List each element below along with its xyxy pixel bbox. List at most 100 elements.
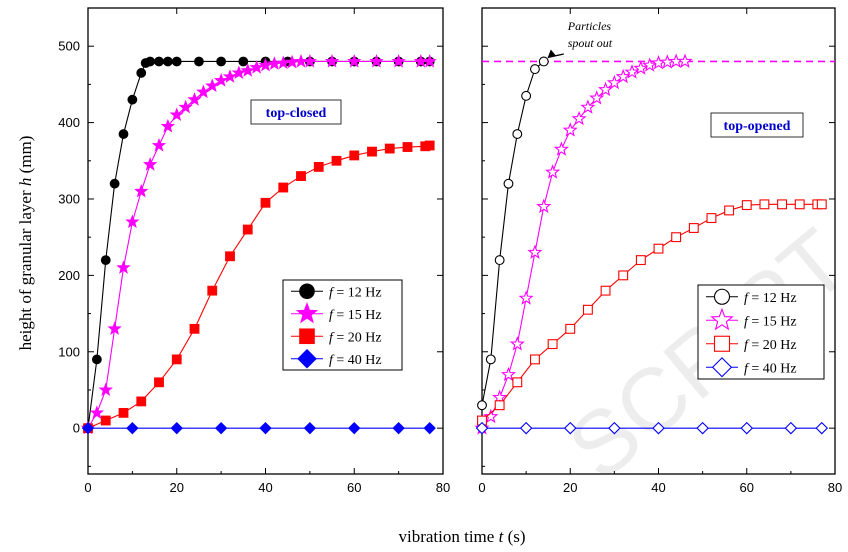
data-point	[136, 396, 147, 407]
legend-label-rest: = 20 Hz	[748, 338, 797, 353]
data-point	[296, 171, 306, 181]
data-point	[582, 304, 593, 315]
y-tick-label: 200	[58, 268, 80, 283]
y-tick-label: 100	[58, 344, 80, 359]
x-axis-title-variable: t	[499, 527, 505, 546]
data-point	[145, 56, 156, 67]
y-axis-title-prefix: height of granular layer	[16, 186, 35, 350]
series-15-hz	[474, 53, 693, 435]
y-axis-title: height of granular layer h (mm)	[16, 136, 35, 351]
legend-marker	[711, 357, 733, 378]
data-point	[696, 421, 709, 435]
data-point	[267, 56, 282, 70]
data-point	[348, 421, 361, 435]
data-point	[118, 129, 129, 139]
data-point	[194, 56, 204, 67]
legend-label-rest: = 20 Hz	[333, 330, 382, 345]
series-40-hz	[81, 421, 436, 435]
legend-label: f = 15 Hz	[744, 314, 797, 329]
legend-label-var: f	[744, 291, 750, 306]
series-line	[481, 61, 545, 406]
data-point	[142, 157, 158, 171]
data-point	[494, 255, 505, 266]
plot-panel-top-closed: 0 20 40 60 80 0 100 200 300 400 500 top-closed f = 1…	[58, 7, 450, 495]
y-axis-title-suffix: (mm)	[16, 136, 35, 178]
legend-label-var: f	[744, 338, 750, 353]
panel-label: top-closed	[266, 106, 327, 121]
data-point	[659, 54, 675, 69]
data-point	[109, 178, 120, 189]
data-point	[706, 213, 717, 224]
series-12-hz	[477, 56, 549, 411]
data-point	[606, 74, 622, 90]
data-point	[741, 200, 752, 211]
data-point	[512, 129, 523, 139]
data-point	[205, 78, 220, 93]
legend-marker	[713, 288, 731, 305]
data-point	[545, 164, 561, 179]
legend-label: f = 20 Hz	[329, 330, 382, 345]
data-point	[125, 214, 140, 228]
data-point	[331, 155, 342, 166]
legend-label-var: f	[329, 353, 335, 368]
data-point	[136, 68, 147, 78]
data-point	[553, 141, 569, 156]
x-tick-label: 0	[84, 480, 91, 495]
annotation-arrow	[547, 53, 564, 59]
data-point	[118, 407, 129, 418]
panel-label: top-opened	[724, 119, 791, 134]
y-tick-label: 0	[73, 421, 80, 436]
y-axis-title-variable: h	[16, 178, 35, 187]
data-point	[547, 339, 558, 350]
annotation-arrowhead	[547, 49, 556, 58]
data-point	[169, 107, 184, 122]
data-point	[391, 53, 406, 68]
legend-marker	[713, 335, 731, 352]
x-tick-label: 60	[740, 480, 754, 495]
legend-label: f = 12 Hz	[329, 285, 382, 300]
data-point	[89, 405, 105, 419]
legend-label: f = 12 Hz	[744, 291, 797, 306]
data-point	[475, 421, 489, 435]
data-point	[816, 199, 827, 210]
data-point	[302, 53, 318, 68]
data-point	[240, 63, 255, 77]
data-point	[608, 421, 621, 435]
legend-label: f = 20 Hz	[744, 338, 797, 353]
data-point	[116, 260, 131, 274]
data-point	[653, 243, 664, 254]
series-15-hz	[80, 53, 437, 435]
data-point	[367, 146, 377, 157]
y-tick-label: 400	[58, 115, 80, 130]
data-point	[98, 382, 113, 397]
data-point	[492, 389, 508, 405]
data-point	[249, 60, 264, 74]
data-point	[529, 64, 540, 75]
data-point	[347, 53, 362, 68]
data-point	[196, 84, 211, 99]
data-point	[600, 285, 611, 296]
data-point	[134, 183, 149, 198]
data-point	[518, 290, 534, 305]
legend-label-rest: = 12 Hz	[333, 285, 382, 300]
x-tick-label: 80	[436, 480, 450, 495]
data-point	[759, 199, 770, 210]
data-point	[562, 122, 578, 137]
panel-label-box	[250, 99, 342, 125]
data-point	[222, 69, 238, 83]
data-point	[422, 53, 437, 68]
legend-label-var: f	[329, 308, 335, 323]
data-point	[313, 161, 324, 172]
data-point	[154, 56, 164, 67]
legend-marker	[299, 328, 315, 345]
data-point	[615, 68, 631, 84]
data-point	[485, 354, 496, 365]
data-point	[642, 57, 658, 72]
data-point	[724, 205, 735, 216]
x-tick-label: 40	[258, 480, 272, 495]
annotation-line-1: Particles	[567, 19, 612, 33]
legend-label-rest: = 40 Hz	[333, 353, 382, 368]
data-point	[512, 377, 523, 388]
legend-label-rest: = 15 Hz	[333, 308, 382, 323]
